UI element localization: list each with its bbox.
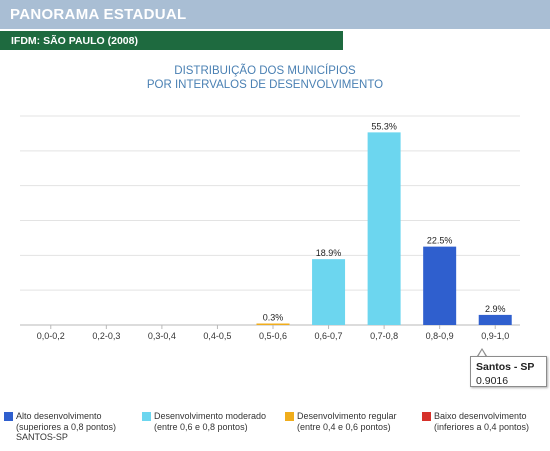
legend-detail: (entre 0,6 e 0,8 pontos) [154, 421, 248, 432]
x-tick-label: 0,8-0,9 [426, 331, 454, 341]
legend-detail: (inferiores a 0,4 pontos) [434, 421, 530, 432]
legend-label: Desenvolvimento regular [297, 411, 397, 421]
x-tick-label: 0,2-0,3 [92, 331, 120, 341]
legend-detail: (superiores a 0,8 pontos) [16, 421, 117, 432]
x-tick-label: 0,4-0,5 [203, 331, 231, 341]
legend-text: Desenvolvimento regular (entre 0,4 e 0,6 … [297, 411, 397, 432]
x-tick-label: 0,0-0,2 [37, 331, 65, 341]
data-label: 18.9% [316, 248, 342, 258]
legend-label: Desenvolvimento moderado [154, 411, 267, 421]
legend-text: Baixo desenvolvimento (inferiores a 0,4 p… [434, 411, 529, 432]
legend-text: Desenvolvimento moderado (entre 0,6 e 0,8… [154, 411, 266, 432]
tooltip-value: 0.9016 [476, 375, 509, 387]
tooltip-name: Santos - SP [476, 361, 535, 373]
page-subtitle: IFDM: SÃO PAULO (2008) [11, 35, 138, 47]
legend-swatch [4, 412, 13, 421]
header-bar [0, 0, 550, 29]
x-tick-label: 0,3-0,4 [148, 331, 176, 341]
bar [423, 246, 457, 325]
chart-title-line-2: POR INTERVALOS DE DESENVOLVIMENTO [146, 79, 384, 91]
legend-label: Baixo desenvolvimento [434, 411, 527, 421]
data-label: 0.3% [263, 313, 284, 323]
tooltip-arrow-inner [478, 350, 486, 357]
legend-extra: SANTOS-SP [16, 432, 68, 442]
chart-title-line-1: DISTRIBUIÇÃO DOS MUNICÍPIOS [174, 65, 356, 77]
page-title: PANORAMA ESTADUAL [10, 6, 187, 23]
legend-label: Alto desenvolvimento [16, 411, 102, 421]
x-tick-label: 0,7-0,8 [370, 331, 398, 341]
legend-detail: (entre 0,4 e 0,6 pontos) [297, 421, 391, 432]
legend-swatch [285, 412, 294, 421]
bar-chart: 0,0-0,2 0,2-0,3 0,3-0,4 0,4-0,5 0,5-0,6 0.3% 0… [20, 115, 520, 341]
tooltip: Santos - SP 0.9016 [470, 356, 547, 387]
bar [367, 132, 401, 325]
x-tick-label: 0,6-0,7 [315, 331, 343, 341]
x-tick-label: 0,9-1,0 [481, 331, 509, 341]
legend-swatch [422, 412, 431, 421]
legend-text: Alto desenvolvimento (superiores a 0,8 po… [16, 411, 116, 443]
data-label: 55.3% [371, 121, 397, 131]
subheader-bar [0, 31, 343, 50]
x-tick-label: 0,5-0,6 [259, 331, 287, 341]
bar [256, 323, 290, 325]
bar [478, 314, 512, 325]
data-label: 22.5% [427, 236, 453, 246]
legend-swatch [142, 412, 151, 421]
bar [312, 259, 346, 325]
data-label: 2.9% [485, 304, 506, 314]
